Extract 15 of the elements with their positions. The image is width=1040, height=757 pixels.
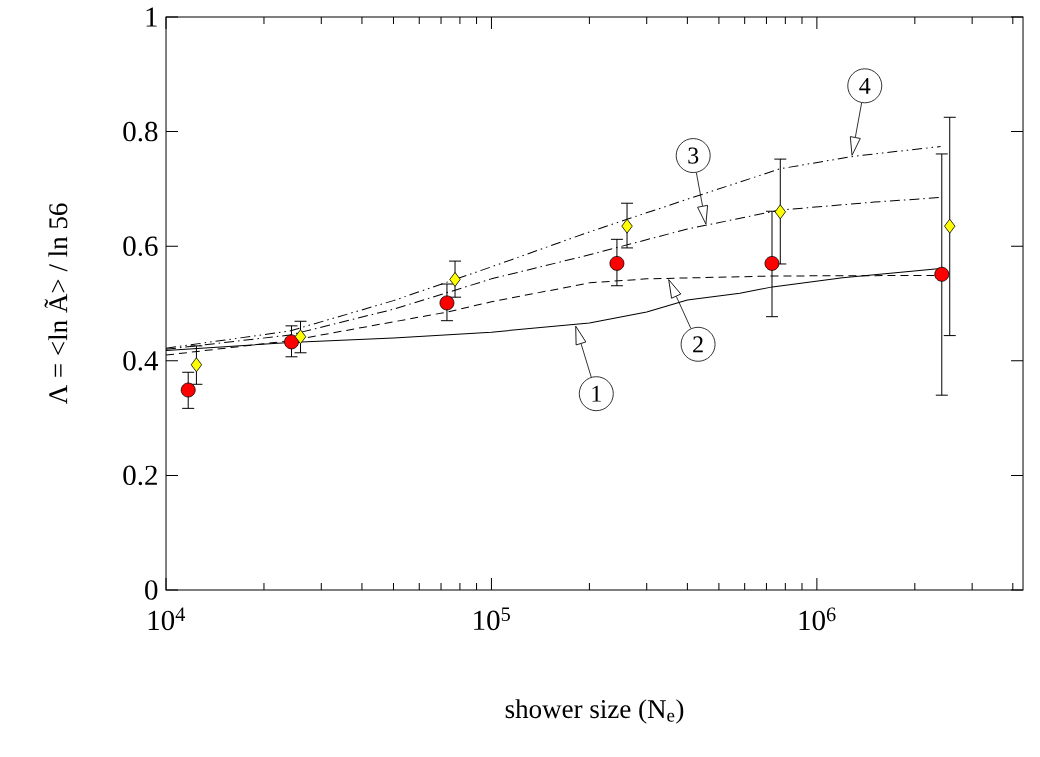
annotation: 3	[688, 147, 699, 164]
y-tick-label: 0.2	[123, 465, 157, 486]
annotation: 2	[693, 336, 703, 353]
y-tick-label: 0.8	[123, 121, 158, 142]
y-tick-label: 0	[145, 580, 158, 600]
y-axis-title: Λ = <ln Ã> / ln 56	[44, 203, 68, 405]
x-tick-label: 10$^{4}$	[148, 607, 186, 631]
x-tick-label: 10$^{6}$	[799, 607, 836, 631]
annotation: 1	[592, 385, 601, 402]
x-tick-label: 10$^{5}$	[474, 607, 510, 631]
y-tick-label: 1	[146, 7, 157, 27]
annotation: 4	[859, 77, 871, 94]
y-tick-label: 0.6	[123, 236, 158, 257]
y-tick-label: 0.4	[123, 350, 159, 371]
x-axis-title: shower size (N$_{e}$)	[505, 699, 684, 724]
